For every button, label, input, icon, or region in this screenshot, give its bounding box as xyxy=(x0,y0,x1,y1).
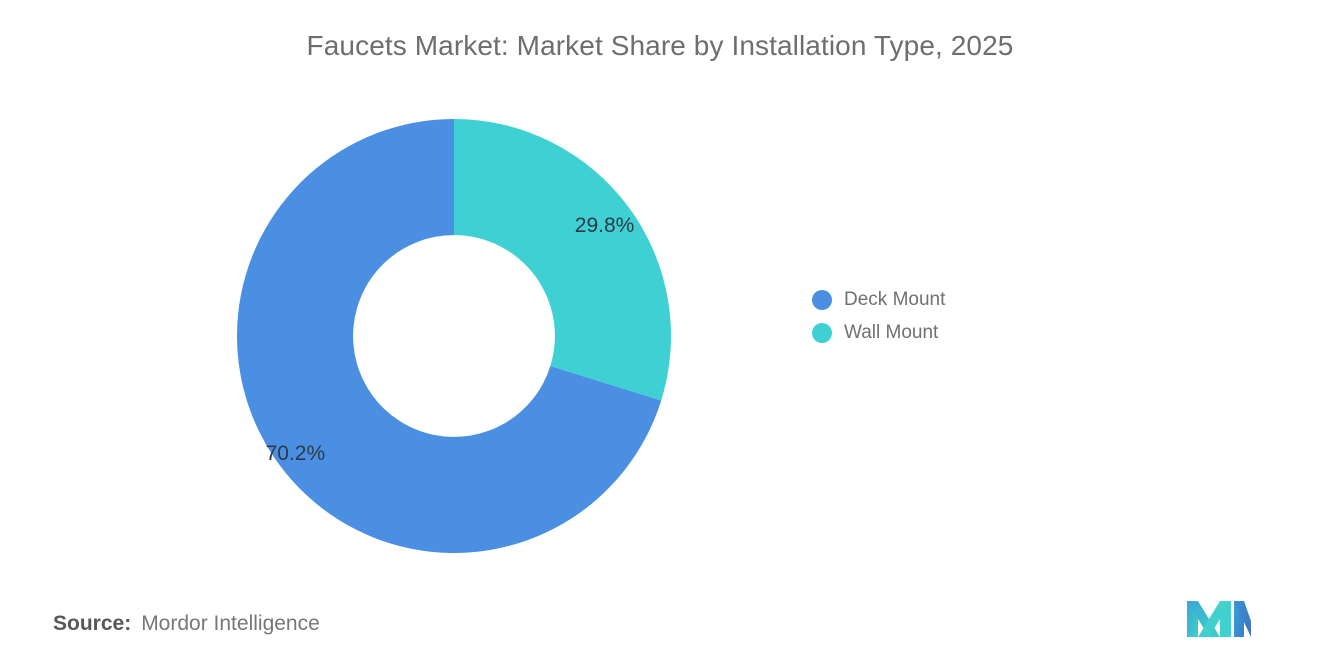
pie-slice-deck-mount[interactable] xyxy=(237,119,662,553)
source-line: Source: Mordor Intelligence xyxy=(53,612,320,636)
legend: Deck Mount Wall Mount xyxy=(812,283,1052,349)
source-value: Mordor Intelligence xyxy=(141,612,320,635)
donut-chart: 29.8% 70.2% xyxy=(236,118,672,554)
donut-chart-svg: 29.8% 70.2% xyxy=(237,119,671,553)
legend-swatch-deck-mount xyxy=(812,289,832,310)
pie-slice-wall-mount[interactable] xyxy=(454,119,671,401)
legend-label-deck-mount: Deck Mount xyxy=(844,288,946,310)
logo-mark-icon xyxy=(1187,601,1251,637)
page-title: Faucets Market: Market Share by Installa… xyxy=(306,30,1014,61)
legend-label-wall-mount: Wall Mount xyxy=(844,321,939,343)
legend-item-deck-mount[interactable]: Deck Mount xyxy=(812,283,1052,316)
slice-label-deck-mount: 70.2% xyxy=(266,442,326,465)
mordor-intelligence-logo xyxy=(1186,598,1252,640)
source-label: Source: xyxy=(53,612,132,635)
legend-item-wall-mount[interactable]: Wall Mount xyxy=(812,316,1052,349)
slice-label-wall-mount: 29.8% xyxy=(575,214,635,237)
legend-swatch-wall-mount xyxy=(812,322,832,343)
